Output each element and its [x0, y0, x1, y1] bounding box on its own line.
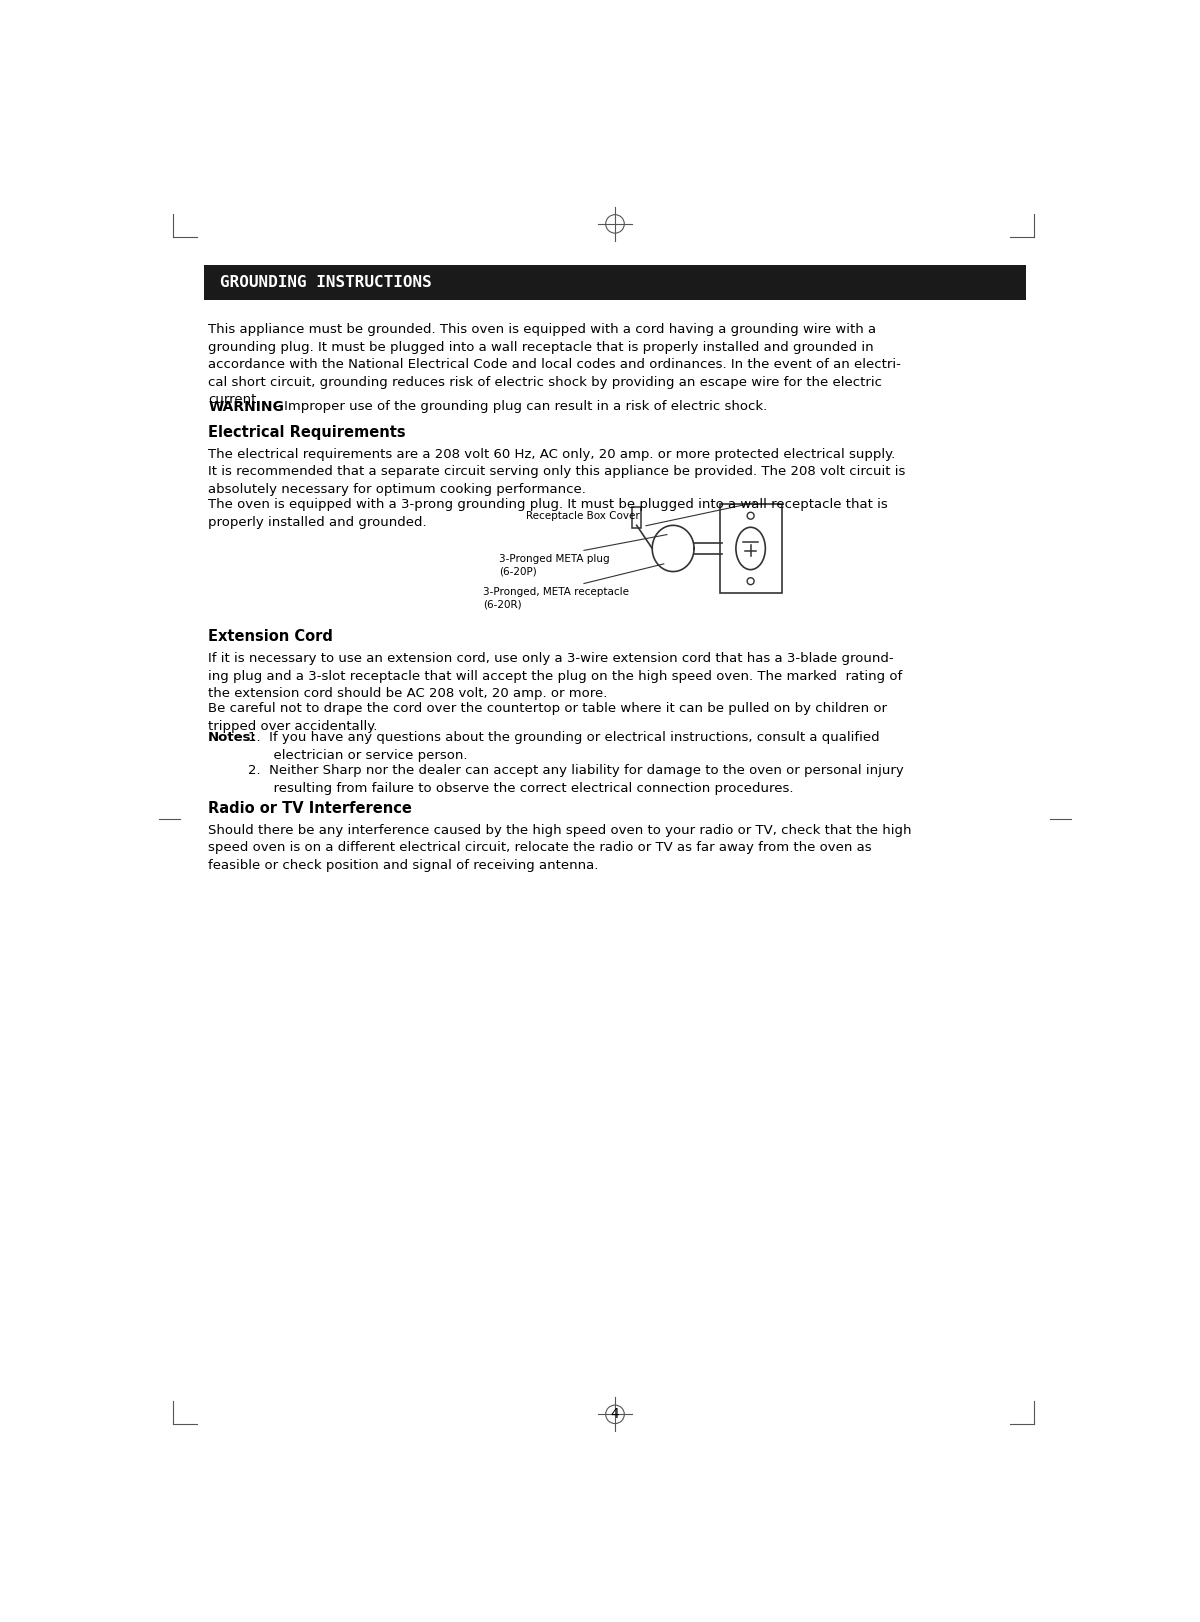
- Text: Should there be any interference caused by the high speed oven to your radio or : Should there be any interference caused …: [208, 824, 912, 871]
- Circle shape: [748, 577, 754, 584]
- Text: – Improper use of the grounding plug can result in a risk of electric shock.: – Improper use of the grounding plug can…: [269, 401, 767, 414]
- Text: 1.  If you have any questions about the grounding or electrical instructions, co: 1. If you have any questions about the g…: [248, 732, 880, 762]
- Text: This appliance must be grounded. This oven is equipped with a cord having a grou: This appliance must be grounded. This ov…: [208, 323, 901, 406]
- Bar: [204, 266, 1026, 300]
- Text: Be careful not to drape the cord over the countertop or table where it can be pu: Be careful not to drape the cord over th…: [208, 702, 887, 733]
- Text: 4: 4: [611, 1408, 619, 1421]
- Text: 3-Pronged, META receptacle
(6-20R): 3-Pronged, META receptacle (6-20R): [484, 587, 629, 610]
- Text: The oven is equipped with a 3-prong grounding plug. It must be plugged into a wa: The oven is equipped with a 3-prong grou…: [208, 498, 888, 529]
- Bar: [720, 504, 781, 592]
- Text: The electrical requirements are a 208 volt 60 Hz, AC only, 20 amp. or more prote: The electrical requirements are a 208 vo…: [208, 448, 906, 496]
- Text: Receptacle Box Cover: Receptacle Box Cover: [526, 511, 640, 521]
- Ellipse shape: [736, 527, 766, 569]
- Text: If it is necessary to use an extension cord, use only a 3-wire extension cord th: If it is necessary to use an extension c…: [208, 652, 902, 701]
- Text: Electrical Requirements: Electrical Requirements: [208, 425, 406, 440]
- Text: 2.  Neither Sharp nor the dealer can accept any liability for damage to the oven: 2. Neither Sharp nor the dealer can acce…: [248, 764, 904, 795]
- Text: GROUNDING INSTRUCTIONS: GROUNDING INSTRUCTIONS: [220, 276, 432, 290]
- Text: Radio or TV Interference: Radio or TV Interference: [208, 801, 412, 816]
- Circle shape: [748, 513, 754, 519]
- Text: Notes:: Notes:: [208, 732, 257, 744]
- Text: WARNING: WARNING: [208, 401, 284, 414]
- Text: 3-Pronged META plug
(6-20P): 3-Pronged META plug (6-20P): [499, 555, 610, 577]
- Bar: [632, 506, 641, 529]
- Text: Extension Cord: Extension Cord: [208, 629, 334, 644]
